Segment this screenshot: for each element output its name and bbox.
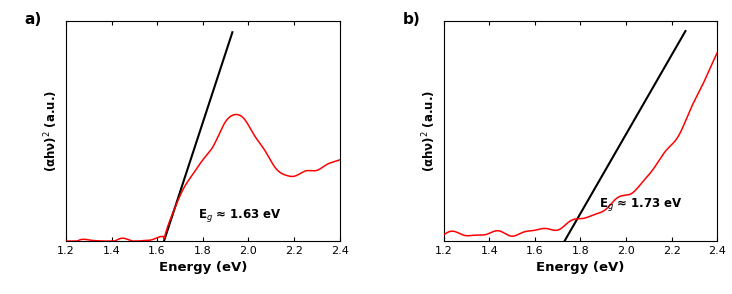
Y-axis label: (αhν)$^2$ (a.u.): (αhν)$^2$ (a.u.) xyxy=(420,90,438,172)
Y-axis label: (αhν)$^2$ (a.u.): (αhν)$^2$ (a.u.) xyxy=(42,90,60,172)
Text: b): b) xyxy=(403,12,420,27)
Text: a): a) xyxy=(25,12,42,27)
Text: E$_g$ ≈ 1.63 eV: E$_g$ ≈ 1.63 eV xyxy=(198,207,282,224)
X-axis label: Energy (eV): Energy (eV) xyxy=(537,261,624,275)
X-axis label: Energy (eV): Energy (eV) xyxy=(159,261,247,275)
Text: E$_g$ ≈ 1.73 eV: E$_g$ ≈ 1.73 eV xyxy=(599,196,682,213)
